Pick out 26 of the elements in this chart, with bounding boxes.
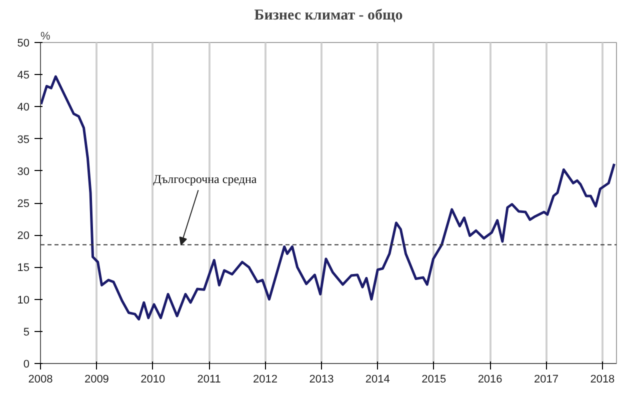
annotation: Дългосрочна средна: [153, 172, 258, 186]
x-tick-label: 2013: [309, 374, 334, 386]
chart-title: Бизнес климат - общо: [254, 8, 403, 24]
y-tick-label: 50: [17, 38, 30, 50]
y-tick-label: 45: [17, 70, 30, 82]
x-tick-label: 2011: [197, 374, 221, 386]
x-tick-label: 2016: [478, 374, 502, 386]
x-tick-label: 2014: [365, 374, 390, 386]
x-tick-label: 2008: [28, 374, 53, 386]
x-tick-label: 2015: [422, 374, 446, 386]
y-tick-label: 15: [17, 262, 30, 274]
y-tick-label: 40: [17, 102, 30, 114]
y-tick-label: 25: [17, 198, 30, 210]
y-tick-label: 5: [23, 326, 30, 338]
x-tick-label: 2009: [84, 374, 109, 386]
y-tick-label: 35: [17, 134, 30, 146]
y-tick-label: 0: [23, 358, 30, 370]
x-tick-label: 2010: [140, 374, 166, 386]
y-tick-label: 20: [17, 230, 30, 242]
y-axis-title: %: [40, 30, 50, 42]
x-tick-label: 2018: [590, 374, 615, 386]
y-tick-label: 10: [17, 294, 30, 306]
x-tick-label: 2012: [253, 374, 278, 386]
line-series: [40, 75, 616, 320]
x-tick-label: 2017: [534, 374, 559, 386]
y-tick-label: 30: [17, 166, 30, 178]
